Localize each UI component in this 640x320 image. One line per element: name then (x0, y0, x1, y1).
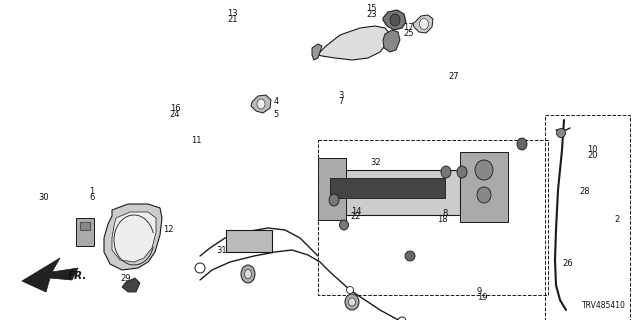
Text: 15: 15 (366, 4, 376, 13)
Ellipse shape (557, 129, 566, 138)
Text: 16: 16 (170, 104, 180, 113)
Text: FR.: FR. (68, 271, 88, 281)
Text: 26: 26 (562, 259, 573, 268)
Polygon shape (104, 204, 162, 270)
Text: 20: 20 (588, 151, 598, 160)
Ellipse shape (244, 269, 252, 278)
Text: 3: 3 (338, 91, 343, 100)
Text: 2: 2 (614, 215, 620, 224)
Text: 31: 31 (216, 246, 227, 255)
Ellipse shape (339, 220, 349, 230)
Bar (76, 218, 94, 246)
Ellipse shape (349, 298, 355, 306)
Text: 14: 14 (351, 207, 361, 216)
Text: 30: 30 (38, 193, 49, 202)
Bar (330, 178, 445, 198)
Text: 27: 27 (448, 72, 459, 81)
Text: 24: 24 (170, 110, 180, 119)
Text: 25: 25 (403, 29, 413, 38)
Text: 18: 18 (437, 215, 448, 224)
Text: 4: 4 (274, 97, 279, 106)
Text: 23: 23 (366, 10, 377, 19)
Text: 1: 1 (90, 187, 95, 196)
Ellipse shape (346, 286, 353, 293)
Polygon shape (383, 30, 400, 52)
Text: 7: 7 (338, 97, 343, 106)
Polygon shape (122, 278, 140, 292)
Ellipse shape (457, 166, 467, 178)
Ellipse shape (517, 138, 527, 150)
Text: 13: 13 (227, 9, 238, 18)
Text: 29: 29 (120, 274, 131, 283)
Text: 28: 28 (579, 188, 590, 196)
Text: TRV485410: TRV485410 (582, 301, 626, 310)
Text: 8: 8 (443, 209, 448, 218)
Text: 32: 32 (370, 158, 381, 167)
Bar (320, 170, 460, 215)
Polygon shape (312, 44, 322, 60)
Ellipse shape (398, 317, 406, 320)
Text: 11: 11 (191, 136, 201, 145)
Polygon shape (251, 95, 271, 113)
Text: 22: 22 (351, 212, 361, 221)
Ellipse shape (477, 187, 491, 203)
Text: 12: 12 (163, 225, 173, 234)
Polygon shape (413, 15, 433, 33)
Bar (318, 140, 548, 295)
Text: 5: 5 (274, 110, 279, 119)
Ellipse shape (390, 14, 400, 26)
Ellipse shape (241, 265, 255, 283)
Polygon shape (112, 212, 156, 262)
Text: 21: 21 (227, 15, 237, 24)
Polygon shape (316, 26, 390, 60)
Polygon shape (383, 10, 406, 30)
Text: 9: 9 (477, 287, 482, 296)
Bar (318, 158, 346, 220)
Text: 19: 19 (477, 293, 487, 302)
Ellipse shape (441, 166, 451, 178)
Bar (545, 115, 630, 320)
Ellipse shape (257, 99, 265, 109)
Text: 6: 6 (90, 193, 95, 202)
Bar (460, 152, 508, 222)
Ellipse shape (345, 294, 359, 310)
Polygon shape (22, 258, 78, 292)
Ellipse shape (419, 19, 429, 29)
Text: 17: 17 (403, 23, 414, 32)
Bar (226, 230, 272, 252)
Ellipse shape (329, 194, 339, 206)
Ellipse shape (405, 251, 415, 261)
Text: 10: 10 (588, 145, 598, 154)
Bar (80, 222, 90, 230)
Ellipse shape (195, 263, 205, 273)
Ellipse shape (475, 160, 493, 180)
